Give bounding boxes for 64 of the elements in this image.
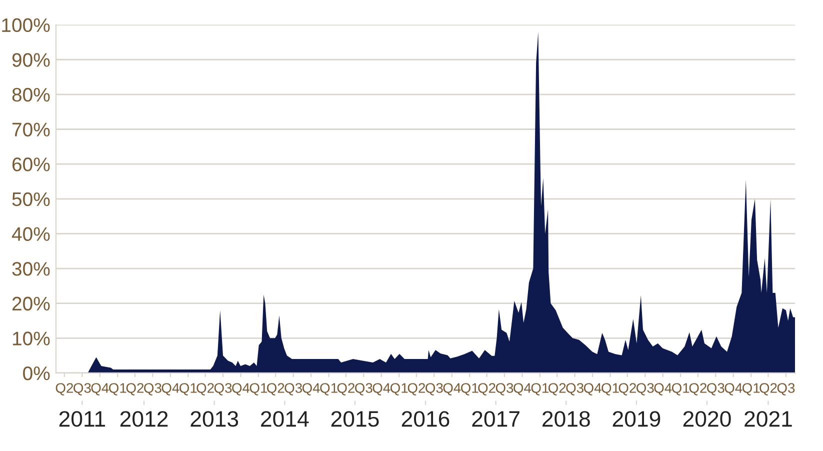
x-tick-label: Q4	[232, 383, 250, 396]
x-tick-label: Q3	[144, 383, 162, 396]
x-tick-label: Q4	[654, 383, 672, 396]
x-tick-label: Q2	[618, 383, 636, 396]
x-tick-label: Q1	[250, 383, 268, 396]
x2-tick-label: 2014	[261, 411, 309, 427]
x-tick-label: Q1	[461, 383, 478, 396]
x-tick-label: Q3	[777, 383, 795, 396]
x2-tick-label: 2015	[331, 411, 379, 427]
x-tick-label: Q4	[514, 383, 532, 396]
y-tick-label: 90%	[12, 53, 50, 67]
y-tick-label: 40%	[12, 227, 50, 241]
x2-tick-label: 2011	[59, 411, 105, 427]
y-tick-label: 100%	[2, 18, 50, 32]
x-tick-label: Q4	[724, 383, 742, 396]
x-tick-label: Q2	[760, 383, 777, 396]
x-tick-label: Q3	[636, 383, 654, 396]
x2-tick-label: 2018	[542, 411, 590, 427]
x2-tick-label: 2021	[744, 411, 792, 427]
x-tick-label: Q1	[742, 383, 760, 396]
x-tick-label: Q1	[390, 383, 408, 396]
x-tick-label: Q4	[372, 383, 390, 396]
x-tick-label: Q2	[478, 383, 496, 396]
x-tick-label: Q2	[196, 383, 214, 396]
x-tick-label: Q2	[548, 383, 566, 396]
x-tick-label: Q1	[531, 383, 549, 396]
y-tick-label: 60%	[12, 158, 50, 172]
x-tick-label: Q1	[602, 383, 619, 396]
x-tick-label: Q4	[443, 383, 461, 396]
x-tick-label: Q2	[689, 383, 706, 396]
x-tick-label: Q2	[126, 383, 144, 396]
x-tick-label: Q2	[266, 383, 284, 396]
x2-tick-label: 2016	[402, 411, 450, 427]
x-tick-label: Q3	[496, 383, 514, 396]
x2-tick-label: 2012	[120, 411, 168, 427]
x2-tick-label: 2017	[472, 411, 520, 427]
y-tick-label: 0%	[23, 366, 50, 380]
x-tick-label: Q1	[672, 383, 690, 396]
x-tick-label: Q4	[584, 383, 602, 396]
x-tick-label: Q1	[320, 383, 338, 396]
x-tick-label: Q1	[180, 383, 197, 396]
x-tick-label: Q3	[284, 383, 302, 396]
x2-tick-label: 2013	[190, 411, 238, 427]
x-tick-label: Q2	[337, 383, 354, 396]
y-tick-label: 10%	[12, 332, 50, 346]
x-tick-label: Q3	[74, 383, 91, 396]
x-tick-label: Q4	[302, 383, 320, 396]
y-tick-label: 30%	[12, 262, 50, 276]
x-tick-label: Q3	[214, 383, 232, 396]
y-tick-label: 70%	[12, 122, 50, 136]
x-tick-label: Q1	[109, 383, 126, 396]
x2-tick-label: 2020	[683, 411, 731, 427]
x-tick-label: Q3	[707, 383, 724, 396]
x-tick-label: Q3	[426, 383, 443, 396]
x-tick-label: Q2	[408, 383, 426, 396]
x-tick-label: Q3	[355, 383, 372, 396]
x-tick-label: Q2	[56, 383, 74, 396]
x-tick-label: Q4	[162, 383, 180, 396]
x2-tick-label: 2019	[612, 411, 660, 427]
y-tick-label: 80%	[12, 88, 50, 102]
x-tick-label: Q3	[566, 383, 584, 396]
y-tick-label: 20%	[12, 296, 50, 311]
y-tick-label: 50%	[12, 192, 50, 206]
x-tick-label: Q4	[91, 383, 109, 396]
